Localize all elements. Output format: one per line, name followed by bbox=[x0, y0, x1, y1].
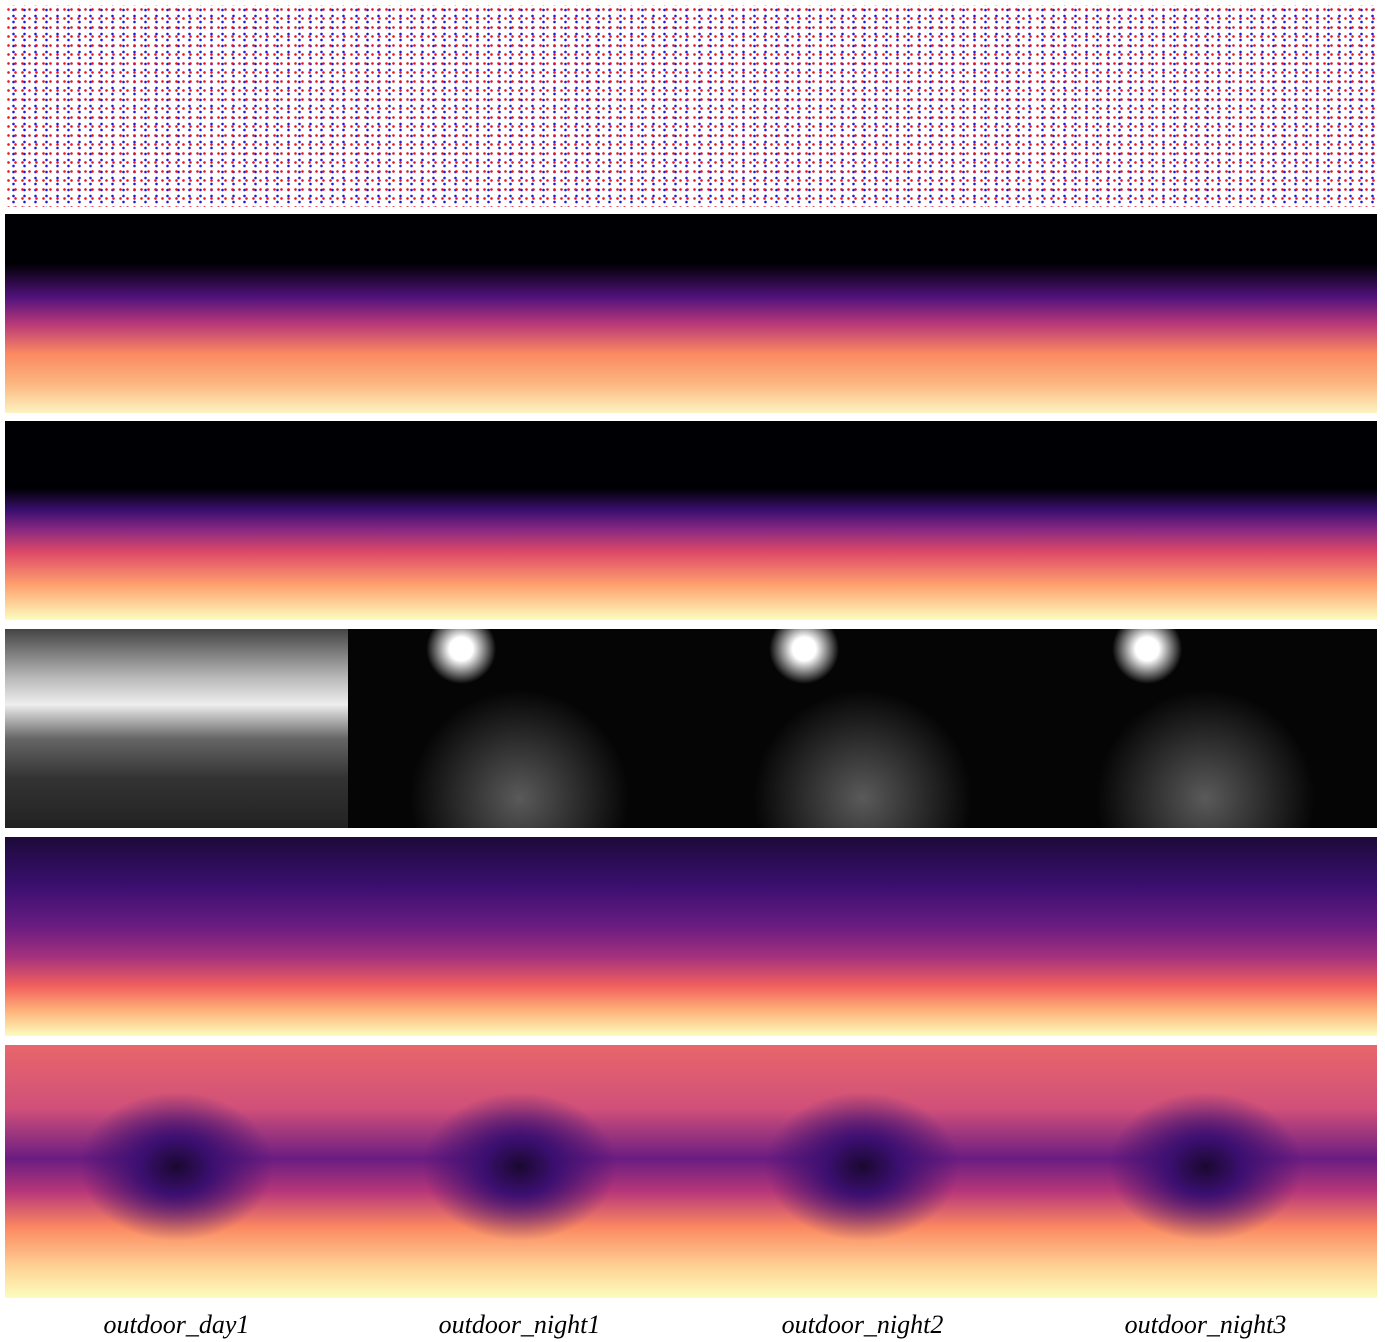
ground-truth-depth bbox=[1034, 421, 1377, 620]
depth-map bbox=[348, 214, 691, 413]
figure: outdoor_day1 outdoor_night1 outdoor_nigh… bbox=[0, 0, 1385, 1339]
event-image bbox=[348, 5, 691, 207]
grayscale-image bbox=[691, 629, 1034, 828]
depth-map bbox=[348, 1045, 691, 1298]
event-image bbox=[1034, 5, 1377, 207]
grayscale-image bbox=[1034, 629, 1377, 828]
event-image bbox=[5, 5, 348, 207]
depth-map bbox=[691, 1045, 1034, 1298]
depth-map bbox=[1034, 837, 1377, 1036]
depth-map bbox=[348, 837, 691, 1036]
event-image bbox=[691, 5, 1034, 207]
depth-map bbox=[1034, 214, 1377, 413]
ground-truth-depth bbox=[5, 421, 348, 620]
grayscale-image bbox=[5, 629, 348, 828]
depth-map bbox=[1034, 1045, 1377, 1298]
depth-map bbox=[5, 1045, 348, 1298]
column-caption: outdoor_night2 bbox=[691, 1308, 1034, 1342]
ground-truth-depth bbox=[348, 421, 691, 620]
depth-map bbox=[691, 837, 1034, 1036]
ground-truth-depth bbox=[691, 421, 1034, 620]
grayscale-image bbox=[348, 629, 691, 828]
depth-map bbox=[5, 214, 348, 413]
depth-map bbox=[691, 214, 1034, 413]
column-caption: outdoor_day1 bbox=[5, 1308, 348, 1342]
column-caption: outdoor_night3 bbox=[1034, 1308, 1377, 1342]
depth-map bbox=[5, 837, 348, 1036]
column-caption: outdoor_night1 bbox=[348, 1308, 691, 1342]
